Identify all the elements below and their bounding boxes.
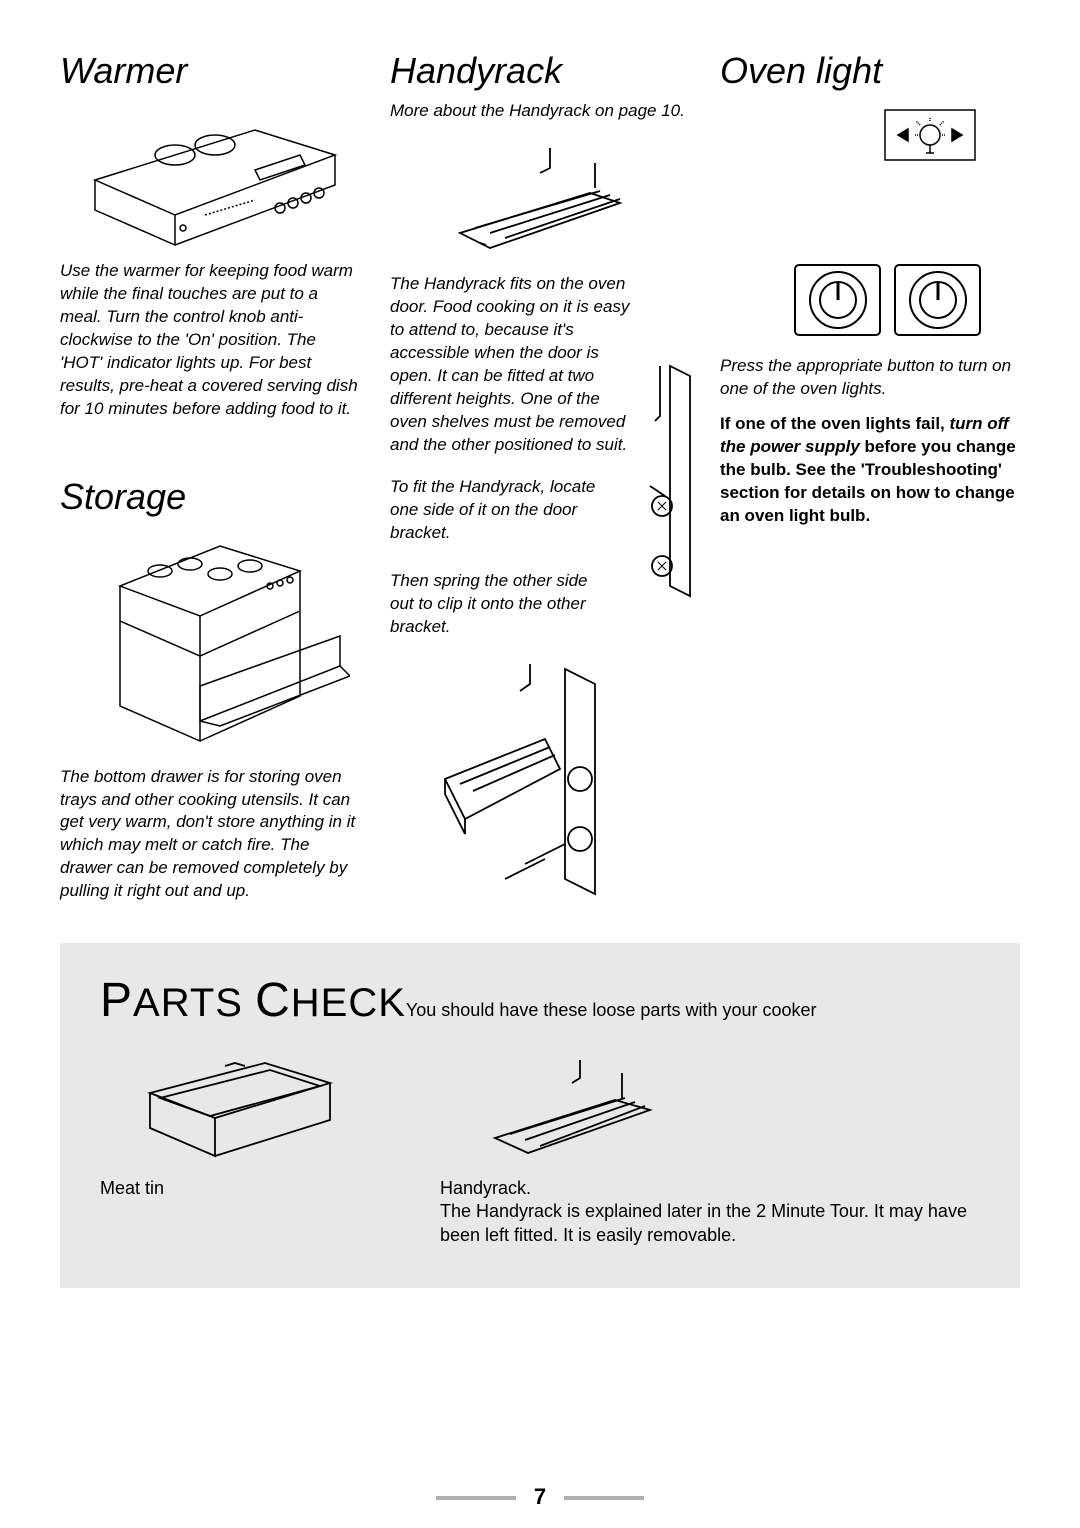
pc-t1: P [100,974,133,1027]
page-bar-left [436,1496,516,1500]
ovenlight-heading: Oven light [720,50,1020,92]
meat-tin-label: Meat tin [100,1178,380,1199]
parts-check-subtitle: You should have these loose parts with y… [406,1000,817,1020]
page-number-value: 7 [534,1484,546,1509]
warn-prefix: If one of the oven lights fail, [720,414,950,433]
handyrack-p3: Then spring the other side out to clip i… [390,570,615,639]
ovenlight-warning: If one of the oven lights fail, turn off… [720,413,1020,528]
storage-heading: Storage [60,476,360,518]
ovenlight-knobs-illustration [760,255,1020,345]
column-1: Warmer Use the warmer for keeping food w… [60,50,360,903]
handyrack-label: Handyrack. [440,1178,980,1199]
door-bracket-illustration [630,356,700,611]
handyrack-illustration-1 [390,133,690,263]
page-number: 7 [0,1484,1080,1510]
pc-t3: C [255,974,291,1027]
warmer-heading: Warmer [60,50,360,92]
meat-tin-illustration [100,1048,380,1168]
ovenlight-caption: Press the appropriate button to turn on … [720,355,1020,401]
parts-check-title: PARTS CHECK [100,981,406,1025]
handyrack-subhead: More about the Handyrack on page 10. [390,100,690,123]
parts-meat-tin: Meat tin [100,1048,380,1248]
pc-t4: HECK [291,981,406,1025]
handyrack-illustration-2 [390,649,690,899]
column-2: Handyrack More about the Handyrack on pa… [390,50,690,903]
parts-row: Meat tin Handyrack. The Handyrack is exp… [100,1048,980,1248]
handyrack-heading: Handyrack [390,50,690,92]
main-columns: Warmer Use the warmer for keeping food w… [60,50,1020,903]
parts-check-heading: PARTS CHECKYou should have these loose p… [100,973,980,1028]
parts-check-panel: PARTS CHECKYou should have these loose p… [60,943,1020,1288]
page-bar-right [564,1496,644,1500]
column-3: Oven light [720,50,1020,903]
warmer-body: Use the warmer for keeping food warm whi… [60,260,360,421]
parts-handyrack-illustration [480,1048,980,1168]
ovenlight-switch-illustration [840,105,1020,165]
handyrack-p1: The Handyrack fits on the oven door. Foo… [390,273,630,457]
handyrack-p2: To fit the Handyrack, locate one side of… [390,476,600,545]
storage-illustration [60,526,360,756]
parts-handyrack: Handyrack. The Handyrack is explained la… [440,1048,980,1248]
warmer-illustration [60,100,360,250]
pc-t2: ARTS [133,981,255,1025]
handyrack-desc: The Handyrack is explained later in the … [440,1199,980,1248]
storage-body: The bottom drawer is for storing oven tr… [60,766,360,904]
